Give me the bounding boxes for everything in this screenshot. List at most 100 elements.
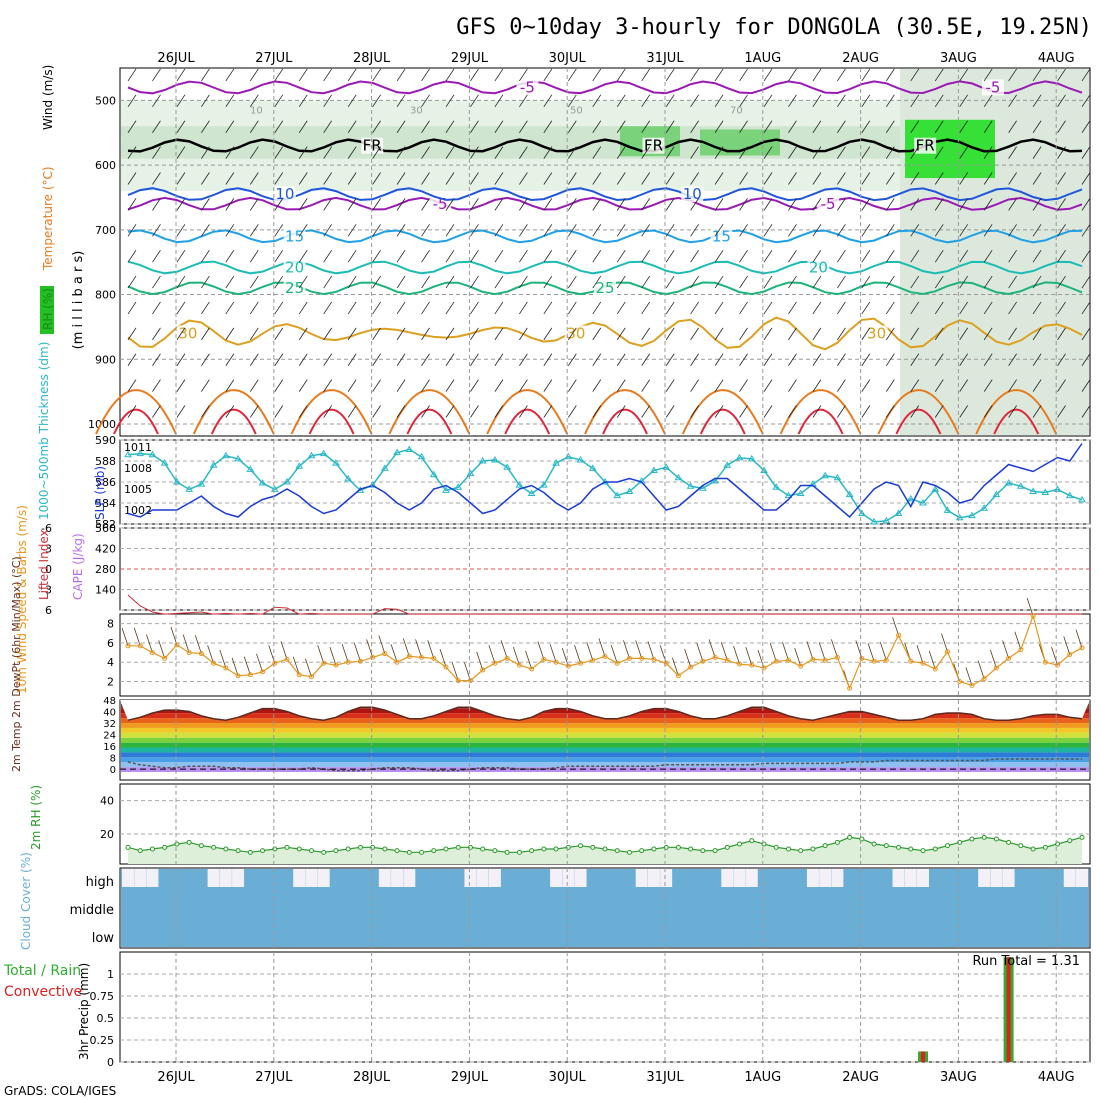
wind-barb — [641, 379, 651, 392]
wind-barb — [837, 301, 846, 315]
wind-barb — [885, 249, 895, 263]
wind-barb — [641, 249, 651, 263]
bottom-date-label: 28JUL — [353, 1070, 391, 1085]
thickness-tick-label: 590 — [95, 434, 116, 447]
hot-contour — [504, 408, 551, 435]
wind-barb — [421, 224, 430, 237]
wind-barb — [616, 327, 626, 341]
wind-barb — [152, 379, 161, 392]
wind-barb — [592, 172, 602, 185]
wind-barb — [274, 405, 284, 418]
wind-barb — [788, 275, 797, 289]
wind-barb — [396, 68, 406, 82]
wind-barb — [249, 120, 259, 133]
wind-barb — [249, 379, 259, 392]
thickness-point — [1078, 495, 1086, 503]
wind-barb — [861, 198, 871, 211]
isotherm-label-bg — [283, 280, 306, 297]
wind-barb — [885, 68, 895, 82]
wind-barb — [127, 327, 137, 341]
wind-barb — [176, 327, 186, 341]
wind-speed-point — [431, 655, 437, 661]
rh-point — [431, 848, 437, 854]
wind-barb — [1032, 405, 1042, 418]
wind-speed-point — [321, 660, 327, 666]
wind-barb — [201, 327, 210, 341]
rh-point — [284, 844, 290, 850]
wind-barb — [225, 94, 235, 108]
wind-speed-point — [455, 678, 461, 684]
wind-barb — [837, 249, 846, 263]
wind-barb — [298, 172, 308, 185]
wind-barb — [347, 327, 357, 341]
rh-contour-label: 70 — [730, 105, 743, 116]
wind-speed-point — [174, 642, 180, 648]
cloud-gap — [831, 869, 844, 887]
wind-barb — [763, 146, 773, 159]
wind-barb — [885, 224, 895, 237]
wind-barb — [763, 275, 773, 289]
wind-barb — [959, 301, 969, 315]
wind-barb-10m — [720, 642, 728, 661]
wind-barb — [396, 198, 406, 211]
wind-speed-point — [504, 655, 510, 661]
panel-content: 26JUL 26JUL 27JUL 27JUL 28JUL 28JUL 29JUL 29JUL… — [3, 51, 1091, 1085]
rh-tick-label: 20 — [100, 828, 114, 841]
wind-barb — [519, 120, 528, 133]
wind-barb — [298, 68, 308, 82]
wind-barb — [176, 301, 186, 315]
rh-legend-swatch — [40, 286, 54, 334]
wind-barb-10m — [378, 635, 386, 654]
top-date-label: 31JUL — [646, 51, 684, 66]
wind-barb — [788, 68, 797, 82]
wind-barb — [494, 198, 504, 211]
wind-barb — [152, 301, 161, 315]
cloud-level-label: high — [86, 875, 114, 890]
wind-barb — [152, 94, 161, 108]
cape-axis-label: CAPE (J/kg) — [71, 533, 85, 600]
rh-point — [308, 848, 314, 854]
panel-frame-7 — [119, 951, 1091, 1063]
cloud-gap — [917, 869, 929, 887]
thickness-point — [136, 449, 145, 457]
wind-barb — [983, 224, 993, 237]
wind-speed-point — [272, 660, 278, 666]
wind-barb — [567, 94, 577, 108]
rh-point — [394, 848, 400, 854]
top-date-label: 28JUL — [353, 51, 391, 66]
cloud-axis-label: Cloud Cover (%) — [19, 852, 33, 950]
wind-barb — [445, 224, 455, 237]
wind-barb — [445, 249, 455, 263]
wind-barb — [543, 379, 553, 392]
rh-point — [712, 848, 718, 854]
wind-barb — [934, 198, 944, 211]
wind-barb — [763, 327, 773, 341]
rh-point — [602, 846, 608, 852]
wind-barb-10m — [769, 643, 777, 662]
wind-barb — [983, 172, 993, 185]
wind-barb — [616, 275, 626, 289]
wind-barb — [1032, 224, 1042, 237]
wind-barb — [1008, 275, 1017, 289]
top-date-label: 26JUL — [157, 51, 195, 66]
wind-barb — [1057, 224, 1066, 237]
pressure-tick-label: 700 — [95, 224, 116, 237]
li-tick-label: -3 — [41, 543, 52, 556]
wind-barb — [714, 94, 724, 108]
wind-barb — [127, 405, 137, 418]
wind-speed-line — [128, 613, 1083, 690]
wind-barb — [616, 172, 626, 185]
wind-barb — [1008, 198, 1017, 211]
wind-tick-label: 2 — [107, 676, 114, 689]
wind-barb — [470, 68, 479, 82]
wind-barb — [1057, 275, 1066, 289]
bottom-date-label: 4AUG — [1038, 1070, 1075, 1085]
wind-barb — [274, 301, 284, 315]
temp-color-band — [121, 742, 1089, 748]
wind-barb — [641, 198, 651, 211]
isotherm-label-bg — [176, 325, 199, 342]
wind-barb — [616, 301, 626, 315]
wind-barb — [861, 405, 871, 418]
wind-barb — [690, 198, 699, 211]
wind-barb — [201, 172, 210, 185]
